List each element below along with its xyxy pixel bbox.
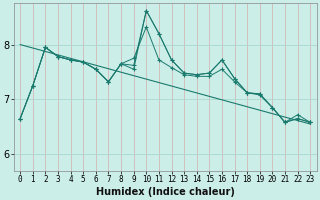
X-axis label: Humidex (Indice chaleur): Humidex (Indice chaleur) [96, 187, 235, 197]
